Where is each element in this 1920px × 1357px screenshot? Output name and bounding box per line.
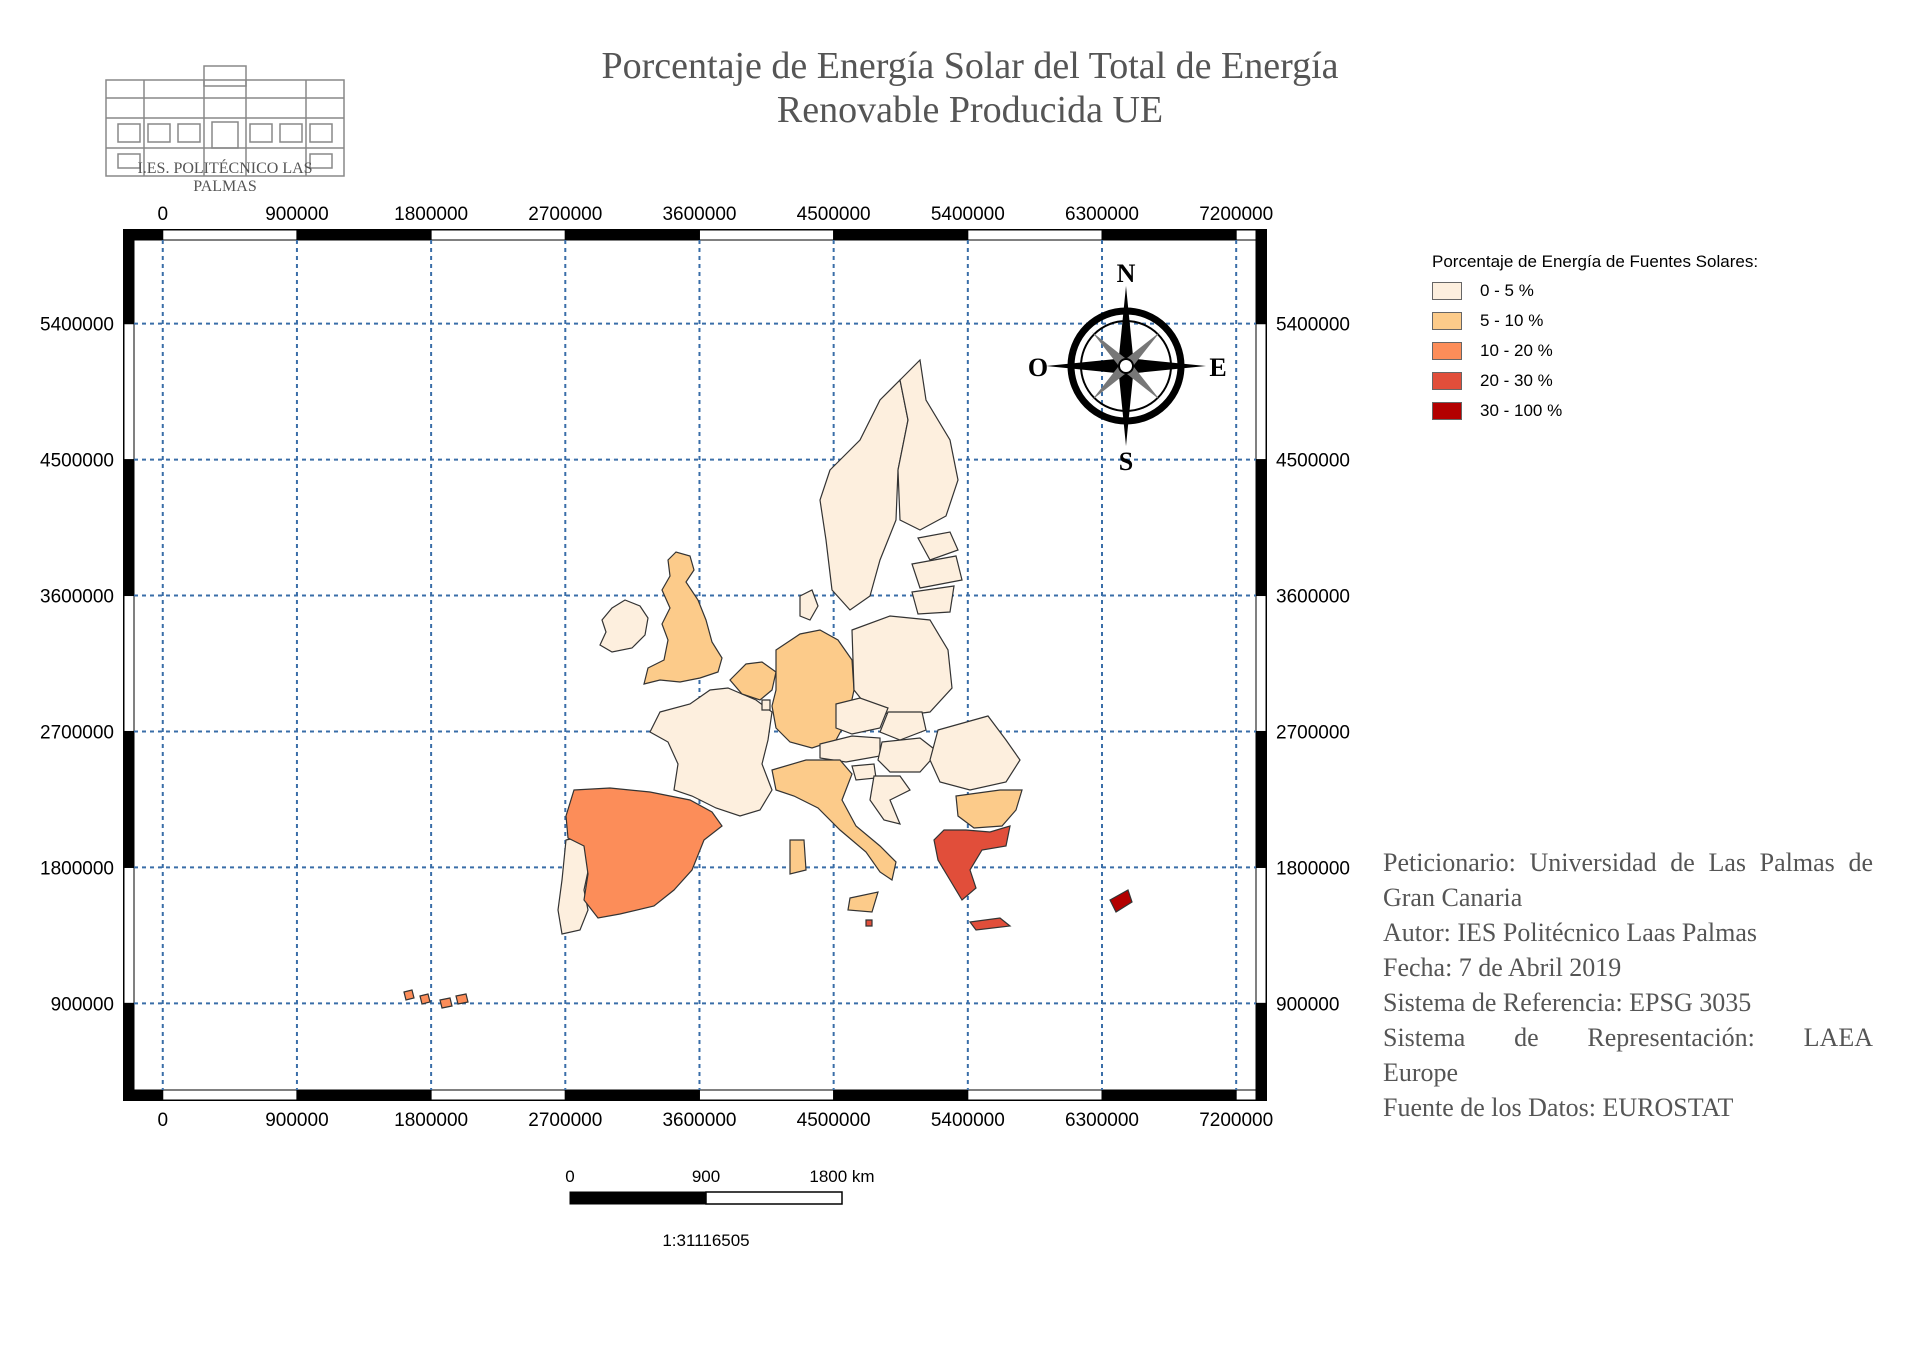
- x-tick-label-bottom: 5400000: [931, 1110, 1005, 1131]
- legend-swatch: [1432, 402, 1462, 420]
- country-france: [649, 687, 773, 817]
- scale-bar-label: 900: [692, 1167, 720, 1186]
- info-fecha: Fecha: 7 de Abril 2019: [1383, 953, 1622, 982]
- country-slovakia: [879, 711, 927, 741]
- map-info-block: Peticionario: Universidad de Las Palmas …: [1383, 845, 1873, 1125]
- country-benelux: [729, 661, 777, 701]
- legend-label: 0 - 5 %: [1480, 281, 1534, 300]
- legend-item: 0 - 5 %: [1432, 276, 1758, 306]
- canary-islands: [403, 989, 469, 1009]
- scale-bar: 0 900 1800 km 1:31116505: [565, 1167, 874, 1250]
- country-italy: [771, 759, 897, 913]
- x-tick-label-top: 1800000: [394, 204, 468, 225]
- compass-north-label: N: [1117, 259, 1136, 288]
- y-tick-label-left: 5400000: [40, 315, 114, 336]
- y-tick-label-right: 2700000: [1276, 722, 1350, 743]
- country-luxembourg: [761, 699, 771, 711]
- y-tick-label-right: 5400000: [1276, 315, 1350, 336]
- legend-items: 0 - 5 % 5 - 10 % 10 - 20 % 20 - 30 % 30 - 10…: [1432, 276, 1758, 426]
- y-tick-label-left: 900000: [51, 994, 114, 1015]
- y-tick-label-right: 3600000: [1276, 587, 1350, 608]
- legend-label: 5 - 10 %: [1480, 311, 1544, 330]
- country-united-kingdom: [643, 551, 723, 685]
- compass-east-label: E: [1209, 353, 1226, 382]
- x-tick-label-bottom: 900000: [265, 1110, 328, 1131]
- x-tick-label-top: 900000: [265, 204, 328, 225]
- info-representacion: Sistema de Representación: LAEA: [1383, 1023, 1873, 1052]
- country-denmark: [799, 589, 819, 621]
- country-romania: [929, 715, 1021, 791]
- country-slovenia: [851, 763, 877, 781]
- legend-label: 20 - 30 %: [1480, 371, 1553, 390]
- info-fuente: Fuente de los Datos: EUROSTAT: [1383, 1093, 1734, 1122]
- x-tick-label-top: 6300000: [1065, 204, 1139, 225]
- compass-rose: N S O E: [1028, 259, 1227, 476]
- y-tick-label-left: 4500000: [40, 451, 114, 472]
- choropleth-countries: [403, 358, 1133, 1009]
- y-tick-label-right: 1800000: [1276, 858, 1350, 879]
- school-logo-text: I.ES. POLITÉCNICO LAS PALMAS: [137, 160, 313, 195]
- legend-swatch: [1432, 342, 1462, 360]
- legend-item: 20 - 30 %: [1432, 366, 1758, 396]
- info-representacion-cont: Europe: [1383, 1058, 1459, 1087]
- scale-ratio: 1:31116505: [662, 1231, 749, 1250]
- country-spain: [565, 787, 723, 919]
- x-tick-label-bottom: 3600000: [662, 1110, 736, 1131]
- country-estonia: [917, 531, 959, 561]
- country-cyprus: [1109, 889, 1133, 913]
- x-tick-label-top: 3600000: [662, 204, 736, 225]
- country-finland: [897, 358, 959, 531]
- x-tick-label-bottom: 2700000: [528, 1110, 602, 1131]
- legend: Porcentaje de Energía de Fuentes Solares…: [1432, 252, 1758, 426]
- legend-item: 5 - 10 %: [1432, 306, 1758, 336]
- info-peticionario: Peticionario: Universidad de Las Palmas …: [1383, 848, 1873, 912]
- legend-swatch: [1432, 312, 1462, 330]
- scale-bar-label: 1800 km: [809, 1167, 874, 1186]
- map-title: Porcentaje de Energía Solar del Total de…: [520, 44, 1420, 132]
- y-tick-label-right: 4500000: [1276, 451, 1350, 472]
- info-referencia: Sistema de Referencia: EPSG 3035: [1383, 988, 1752, 1017]
- x-tick-label-top: 7200000: [1199, 204, 1273, 225]
- country-bulgaria: [955, 789, 1023, 829]
- x-tick-label-bottom: 7200000: [1199, 1110, 1273, 1131]
- scale-bar-label: 0: [565, 1167, 574, 1186]
- legend-item: 10 - 20 %: [1432, 336, 1758, 366]
- legend-item: 30 - 100 %: [1432, 396, 1758, 426]
- legend-label: 10 - 20 %: [1480, 341, 1553, 360]
- legend-swatch: [1432, 372, 1462, 390]
- y-tick-label-left: 2700000: [40, 722, 114, 743]
- compass-south-label: S: [1119, 447, 1133, 476]
- map-title-line2: Renovable Producida UE: [776, 89, 1164, 131]
- country-croatia: [869, 775, 911, 825]
- map-title-line1: Porcentaje de Energía Solar del Total de…: [601, 45, 1339, 87]
- x-tick-label-bottom: 4500000: [797, 1110, 871, 1131]
- info-autor: Autor: IES Politécnico Laas Palmas: [1383, 918, 1758, 947]
- compass-west-label: O: [1028, 353, 1048, 382]
- graticule: 0 0 900000 900000 1800000 1800000 2700000 27000…: [40, 204, 1350, 1131]
- legend-swatch: [1432, 282, 1462, 300]
- country-hungary: [877, 737, 939, 773]
- y-tick-label-left: 1800000: [40, 858, 114, 879]
- country-ireland: [599, 599, 649, 653]
- country-czechia: [835, 697, 889, 735]
- x-tick-label-bottom: 6300000: [1065, 1110, 1139, 1131]
- x-tick-label-bottom: 1800000: [394, 1110, 468, 1131]
- country-malta: [865, 919, 873, 927]
- x-tick-label-top: 0: [157, 204, 168, 225]
- legend-title: Porcentaje de Energía de Fuentes Solares…: [1432, 252, 1759, 271]
- y-tick-label-left: 3600000: [40, 587, 114, 608]
- x-tick-label-top: 2700000: [528, 204, 602, 225]
- x-tick-label-top: 4500000: [797, 204, 871, 225]
- legend-label: 30 - 100 %: [1480, 401, 1563, 420]
- x-tick-label-top: 5400000: [931, 204, 1005, 225]
- school-building-logo: [105, 65, 345, 177]
- country-greece: [933, 825, 1012, 931]
- country-latvia: [911, 555, 963, 589]
- x-tick-label-bottom: 0: [157, 1110, 168, 1131]
- country-lithuania: [911, 585, 955, 615]
- y-tick-label-right: 900000: [1276, 994, 1339, 1015]
- country-sweden: [819, 378, 909, 611]
